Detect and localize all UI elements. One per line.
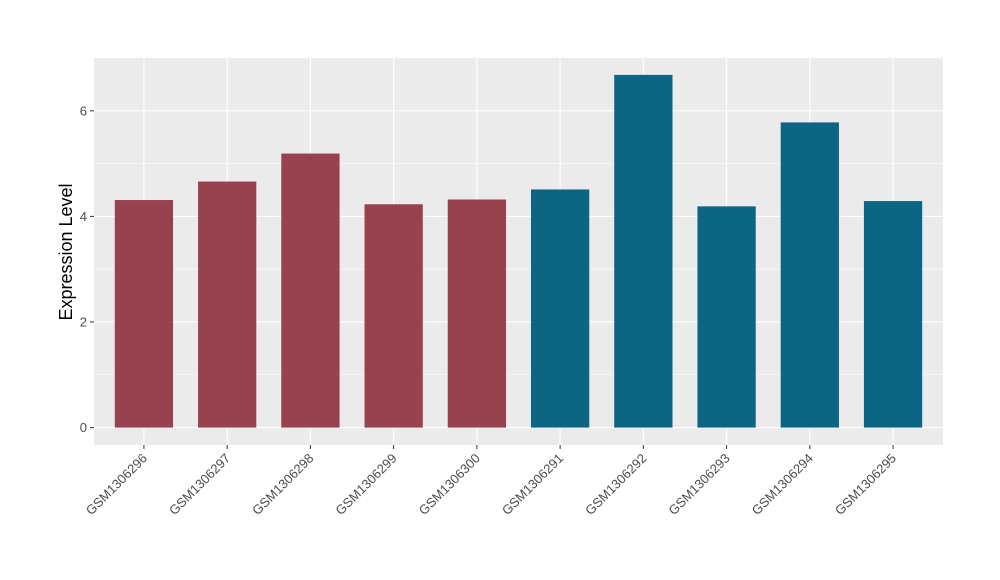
bar [281, 153, 340, 428]
bar [198, 181, 257, 428]
x-tick-label: GSM1306295 [832, 451, 899, 518]
bar [780, 122, 839, 428]
x-tick-label: GSM1306297 [166, 451, 233, 518]
bar [530, 189, 590, 428]
bar [614, 74, 673, 428]
x-tick-label: GSM1306293 [665, 451, 732, 518]
bar [447, 199, 507, 428]
x-tick-label: GSM1306299 [332, 451, 399, 518]
y-tick-label: 4 [80, 209, 87, 224]
x-axis: GSM1306296 GSM1306297 GSM1306298 GSM1306299… [83, 445, 899, 518]
y-tick-label: 0 [80, 420, 87, 435]
x-tick-label: GSM1306294 [749, 451, 816, 518]
bar [114, 200, 174, 428]
y-tick-label: 6 [80, 103, 87, 118]
bar [697, 206, 756, 428]
x-tick-label: GSM1306292 [582, 451, 649, 518]
y-axis-title: Expression Level [56, 183, 76, 320]
y-tick-label: 2 [80, 314, 87, 329]
x-tick-label: GSM1306291 [499, 451, 566, 518]
x-tick-label: GSM1306296 [83, 451, 150, 518]
y-axis: 0 2 4 6 [80, 103, 94, 435]
bar [863, 201, 923, 428]
x-tick-label: GSM1306298 [249, 451, 316, 518]
bars [114, 74, 923, 428]
bar [364, 204, 423, 428]
x-tick-label: GSM1306300 [416, 451, 483, 518]
